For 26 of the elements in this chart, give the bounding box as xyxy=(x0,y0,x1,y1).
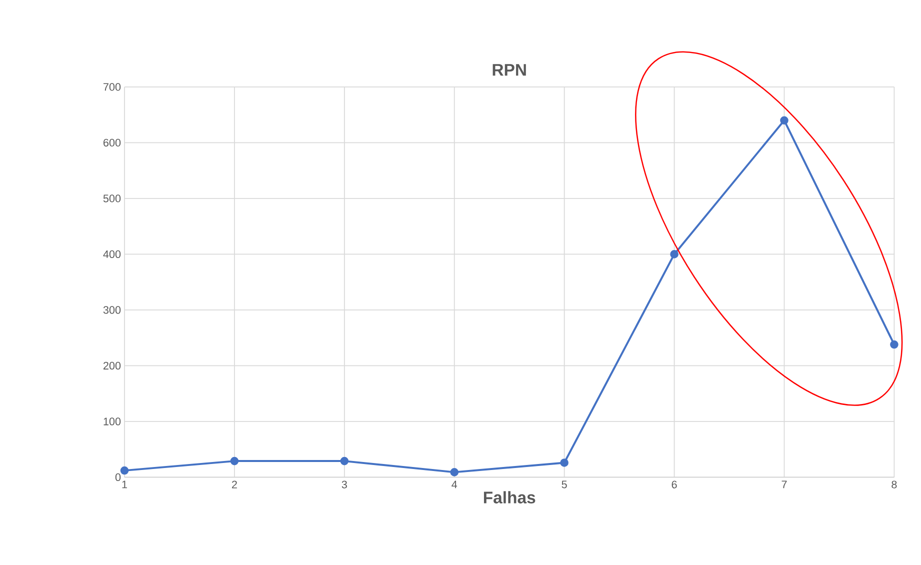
x-tick-label: 1 xyxy=(122,480,127,488)
point xyxy=(890,340,898,349)
y-tick-label: 600 xyxy=(104,138,121,146)
y-tick-label: 500 xyxy=(103,194,121,202)
x-tick-label: 7 xyxy=(782,480,787,488)
x-tick-label: 6 xyxy=(672,480,677,488)
y-tick-label: 0 xyxy=(115,473,121,481)
x-tick-label: 8 xyxy=(892,480,897,488)
x-tick-label: 3 xyxy=(342,480,347,488)
point xyxy=(780,116,788,124)
y-tick-label: 700 xyxy=(104,83,121,91)
x-tick-label: 2 xyxy=(232,480,237,488)
y-tick-label: 300 xyxy=(103,306,121,314)
y-tick-label: 400 xyxy=(103,250,121,258)
x-axis-title: Falhas xyxy=(484,491,536,504)
point xyxy=(230,456,239,466)
point xyxy=(560,458,568,467)
x-tick-label: 4 xyxy=(452,480,458,488)
point xyxy=(670,250,678,258)
y-tick-label: 100 xyxy=(104,418,121,426)
y-tick-label: 200 xyxy=(104,362,121,370)
chart-title: RPN xyxy=(492,64,526,76)
point xyxy=(120,466,129,475)
point xyxy=(450,468,459,476)
point xyxy=(340,456,349,466)
x-tick-label: 5 xyxy=(562,480,567,488)
